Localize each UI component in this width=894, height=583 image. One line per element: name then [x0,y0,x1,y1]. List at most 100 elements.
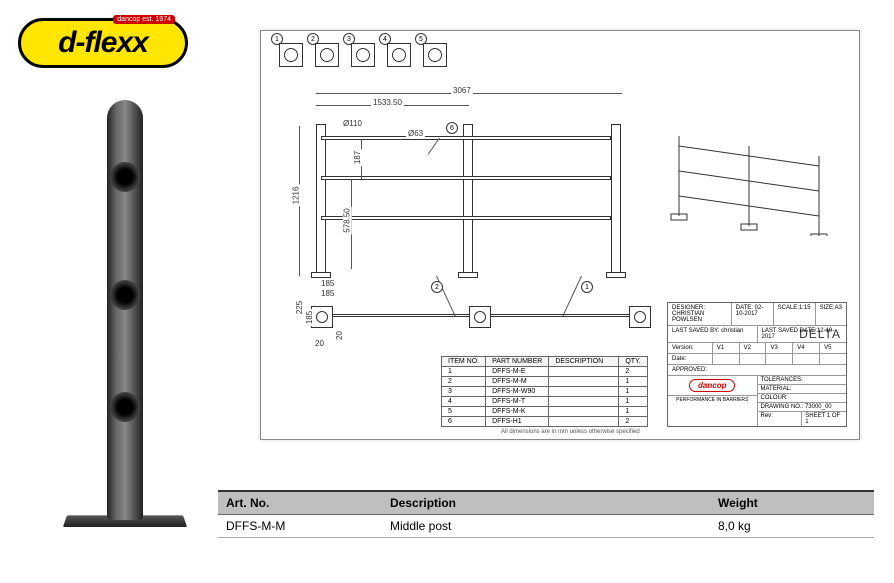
tb-logo: dancop [668,376,757,396]
tb-saved-date: LAST SAVED DATE:12-10-2017 [758,326,847,342]
dim-overall-width: 3067 [451,86,473,95]
bom-cell: 6 [442,417,486,427]
logo-badge: dancop est. 1974 [113,15,175,24]
top-views-row: 1 2 3 4 5 [279,43,447,67]
dim-base-w: 185 [319,279,336,288]
dim-edge2: 20 [335,329,344,342]
fe-rail [321,176,611,180]
dim-plan-h: 225 [295,299,304,316]
callout-leader [428,138,440,155]
bom-cell: 1 [619,397,647,407]
bom-cell: 5 [442,407,486,417]
tb-approved: APPROVED: [668,365,846,375]
bom-cell [549,387,619,397]
bom-cell [549,367,619,377]
tb-date: DATE: 02-10-2017 [732,303,774,325]
tb-designer-label: DESIGNER: CHRISTIAN POWLSEN [668,303,732,325]
fe-base [606,272,626,278]
tb-size: SIZE:A3 [816,303,846,325]
tb-scale: SCALE:1:15 [774,303,816,325]
post-hole [110,280,140,310]
bom-header: QTY. [619,357,647,367]
technical-drawing: 1 2 3 4 5 3067 1533.50 [260,30,860,440]
plan-base [469,306,491,328]
top-view-3: 3 [351,43,375,67]
spec-header: Art. No. [218,491,382,515]
bom-row: 6DFFS-H1 2 [442,417,648,427]
bom-cell [549,377,619,387]
plan-base [629,306,651,328]
bom-cell [549,407,619,417]
bom-cell: DFFS-M-T [486,397,549,407]
callout-2: 2 [431,281,443,293]
bom-row: 1DFFS-M-E2 [442,367,648,377]
spec-header: Weight [710,491,874,515]
tb-version-label: Version: [668,343,713,353]
tb-sheet: SHEET 1 OF 1 [802,412,846,426]
dim-post-dia: Ø110 [341,119,364,128]
bom-cell: DFFS-M-M [486,377,549,387]
bom-header: PART NUMBER [486,357,549,367]
tb-drawing-no: DRAWING NO.: 73000_00 [758,403,847,412]
post-cylinder [107,100,143,520]
bom-cell: DFFS-M-W90 [486,387,549,397]
bom-cell: 1 [619,387,647,397]
tb-v5: V5 [820,343,846,353]
callout-6: 6 [446,122,458,134]
brand-logo: d-flexx dancop est. 1974 [18,18,188,68]
spec-description: Middle post [382,515,710,538]
bom-cell [549,417,619,427]
top-view-1: 1 [279,43,303,67]
tb-v3: V3 [766,343,793,353]
spec-header: Description [382,491,710,515]
bom-cell: 3 [442,387,486,397]
plan-base [311,306,333,328]
fe-post [316,124,326,274]
top-view-4: 4 [387,43,411,67]
bom-cell: DFFS-M-K [486,407,549,417]
post-hole [110,392,140,422]
bom-cell: 4 [442,397,486,407]
bom-cell: 2 [619,367,647,377]
bom-row: 5DFFS-M-K 1 [442,407,648,417]
fe-post [463,124,473,274]
callout-1: 1 [581,281,593,293]
spec-art-no: DFFS-M-M [218,515,382,538]
tb-v4: V4 [793,343,820,353]
fe-rail [321,216,611,220]
product-image [45,90,205,530]
fe-base [311,272,331,278]
tb-saved-by: LAST SAVED BY: christian [668,326,758,342]
bom-footnote: All dimensions are in mm unless otherwis… [501,429,640,435]
bom-cell: 2 [619,417,647,427]
bom-header-row: ITEM NO. PART NUMBER DESCRIPTION QTY. [442,357,648,367]
front-elevation: 6 [311,116,621,286]
spec-header-row: Art. No. Description Weight [218,491,874,515]
logo-text: d-flexx [58,26,148,60]
tb-v1: V1 [713,343,740,353]
dim-rail-h: 187 [353,149,362,166]
top-view-2: 2 [315,43,339,67]
dim-small-dia: Ø63 [406,129,425,138]
bom-cell: DFFS-H1 [486,417,549,427]
tb-logo-sub: PERFORMANCE IN BARRIERS [668,396,757,404]
dim-height: 1216 [291,185,300,207]
post-hole [110,162,140,192]
spec-row: DFFS-M-M Middle post 8,0 kg [218,515,874,538]
tb-v2: V2 [740,343,767,353]
fe-post [611,124,621,274]
tb-date2: Date: [668,354,713,364]
spec-table: Art. No. Description Weight DFFS-M-M Mid… [218,490,874,538]
tb-tolerances: TOLERANCES: [758,376,847,385]
bom-row: 2DFFS-M-M1 [442,377,648,387]
bom-header: DESCRIPTION [549,357,619,367]
tb-colour: COLOUR: [758,394,847,403]
bom-header: ITEM NO. [442,357,486,367]
plan-view [311,296,651,346]
bom-row: 3DFFS-M-W90 1 [442,387,648,397]
dim-half-width: 1533.50 [371,98,404,107]
bom-cell: 1 [619,407,647,417]
bom-table: ITEM NO. PART NUMBER DESCRIPTION QTY. 1D… [441,356,648,427]
tb-rev: Rev: [758,412,803,426]
fe-base [458,272,478,278]
